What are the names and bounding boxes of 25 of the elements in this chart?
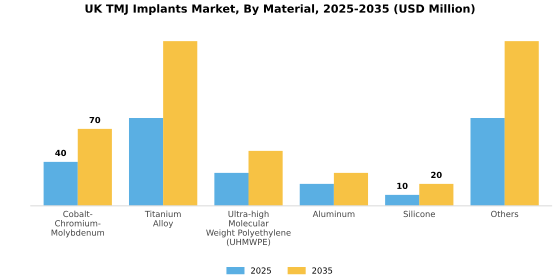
x-tick-label: Others <box>491 210 518 218</box>
x-tick-label: Aluminum <box>312 210 354 218</box>
chart-title: UK TMJ Implants Market, By Material, 2025-2035 (USD Million) <box>86 4 475 16</box>
bar <box>504 41 539 206</box>
x-tick-label: Ultra-high Molecular Weight Polyethylene (UHMWPE) <box>206 210 291 246</box>
bar <box>44 162 78 206</box>
bar <box>214 172 249 206</box>
data-label: 40 <box>55 150 66 156</box>
x-tick-label: Cobalt- Chromium- Molybdenum <box>52 210 104 238</box>
data-label: 70 <box>90 116 100 124</box>
x-tick-label: Titanium Alloy <box>144 210 181 228</box>
bar <box>385 194 420 206</box>
x-tick-label: Silicone <box>404 210 435 218</box>
bar <box>248 150 283 206</box>
bar <box>334 172 368 206</box>
bar <box>78 128 112 206</box>
bar <box>300 184 334 206</box>
bar <box>419 184 454 206</box>
data-label: 10 <box>397 182 408 190</box>
legend-label: 2035 <box>312 267 332 274</box>
bar <box>128 118 164 206</box>
legend-label: 2025 <box>251 267 271 274</box>
data-label: 20 <box>431 172 442 178</box>
bar <box>470 118 505 206</box>
bar <box>163 41 198 206</box>
